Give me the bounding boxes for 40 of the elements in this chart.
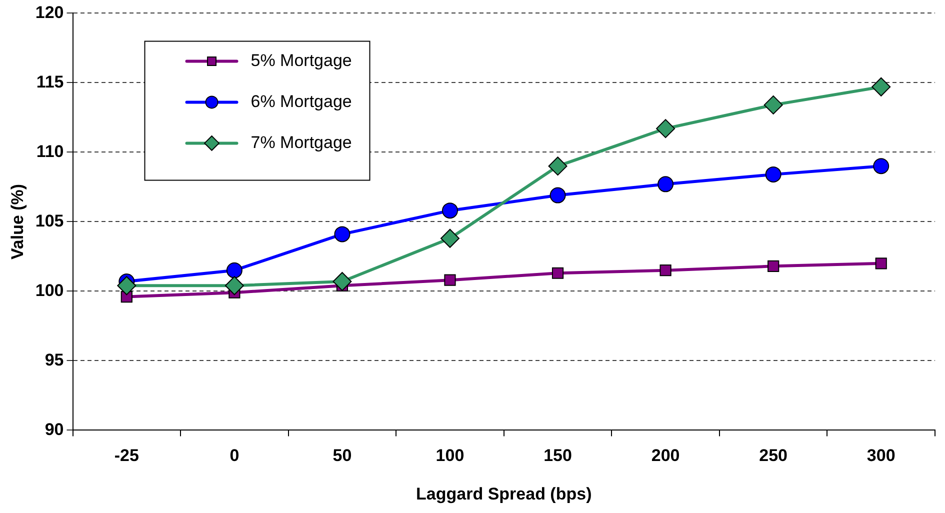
point — [872, 77, 891, 96]
point — [765, 166, 782, 182]
point — [332, 272, 352, 291]
y-tick-label: 90 — [44, 420, 64, 439]
x-tick-label: 100 — [436, 446, 464, 466]
legend-label: 7% Mortgage — [250, 132, 352, 152]
x-tick-label: -25 — [114, 446, 139, 466]
point — [768, 260, 780, 272]
x-axis-title: Laggard Spread (bps) — [416, 484, 592, 504]
point — [658, 176, 674, 192]
y-tick-label: 120 — [35, 2, 64, 22]
point — [875, 258, 887, 270]
point — [656, 119, 676, 138]
x-tick-label: 50 — [332, 446, 352, 466]
y-tick-label: 100 — [35, 280, 64, 300]
x-tick-label: 300 — [866, 446, 896, 466]
point — [224, 276, 244, 296]
x-tick-label: 200 — [651, 446, 680, 466]
point — [552, 267, 564, 279]
x-tick-label: 250 — [759, 446, 788, 466]
legend-label: 5% Mortgage — [250, 50, 352, 70]
point — [334, 226, 350, 242]
point — [873, 158, 890, 174]
x-tick-label: 150 — [544, 446, 572, 466]
point — [226, 262, 242, 278]
point — [117, 276, 136, 296]
y-tick-label: 95 — [44, 350, 64, 370]
point — [444, 274, 456, 286]
point — [764, 95, 783, 114]
y-axis-title: Value (%) — [8, 184, 27, 260]
y-tick-label: 110 — [36, 142, 64, 161]
legend-label: 6% Mortgage — [250, 92, 352, 111]
point — [442, 202, 458, 219]
y-tick-label: 105 — [35, 211, 64, 230]
x-tick-label: 0 — [230, 446, 240, 466]
y-tick-label: 115 — [36, 72, 64, 92]
point — [550, 187, 566, 204]
point — [660, 264, 672, 276]
point — [548, 156, 568, 176]
point — [440, 228, 460, 248]
